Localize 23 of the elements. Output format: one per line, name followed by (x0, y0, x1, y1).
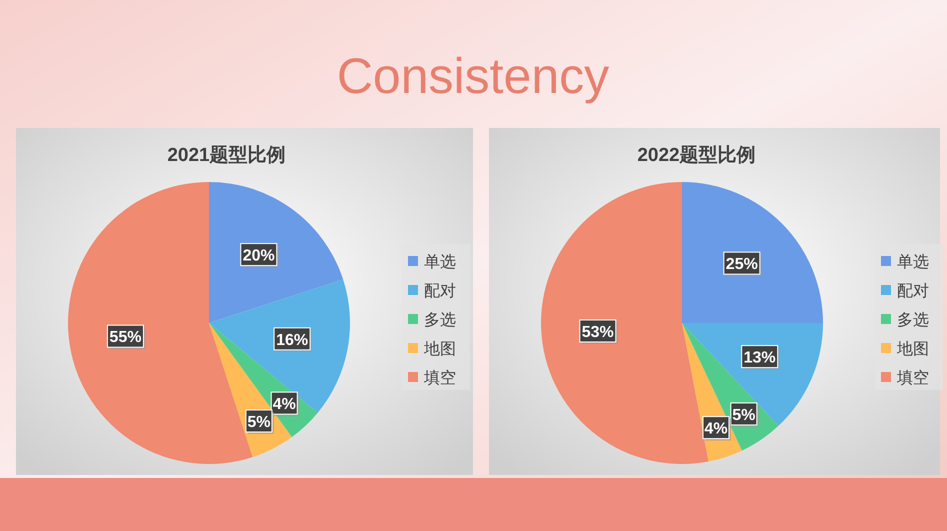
data-label: 16% (276, 332, 308, 349)
data-label: 53% (582, 324, 614, 341)
data-label: 13% (744, 350, 776, 367)
legend-label: 配对 (424, 282, 456, 300)
legend-label: 地图 (896, 340, 929, 358)
legend-label: 填空 (896, 369, 929, 387)
legend-label: 单选 (424, 253, 456, 271)
data-label: 5% (732, 406, 756, 424)
text: Consistency (336, 48, 610, 104)
data-label: 25% (726, 256, 758, 274)
legend-label: 填空 (423, 369, 456, 387)
data-label: 55% (109, 329, 142, 346)
chart-title: 2022题型比例 (637, 144, 756, 166)
legend-label: 多选 (424, 311, 456, 329)
data-label: 5% (247, 414, 270, 431)
data-label: 20% (242, 248, 275, 265)
legend-label: 单选 (897, 253, 929, 271)
chart-title: 2021题型比例 (167, 144, 286, 166)
legend-label: 地图 (423, 340, 456, 358)
legend-label: 多选 (897, 311, 929, 329)
data-label: 4% (272, 396, 296, 414)
legend-label: 配对 (897, 282, 929, 300)
data-label: 4% (704, 420, 728, 438)
